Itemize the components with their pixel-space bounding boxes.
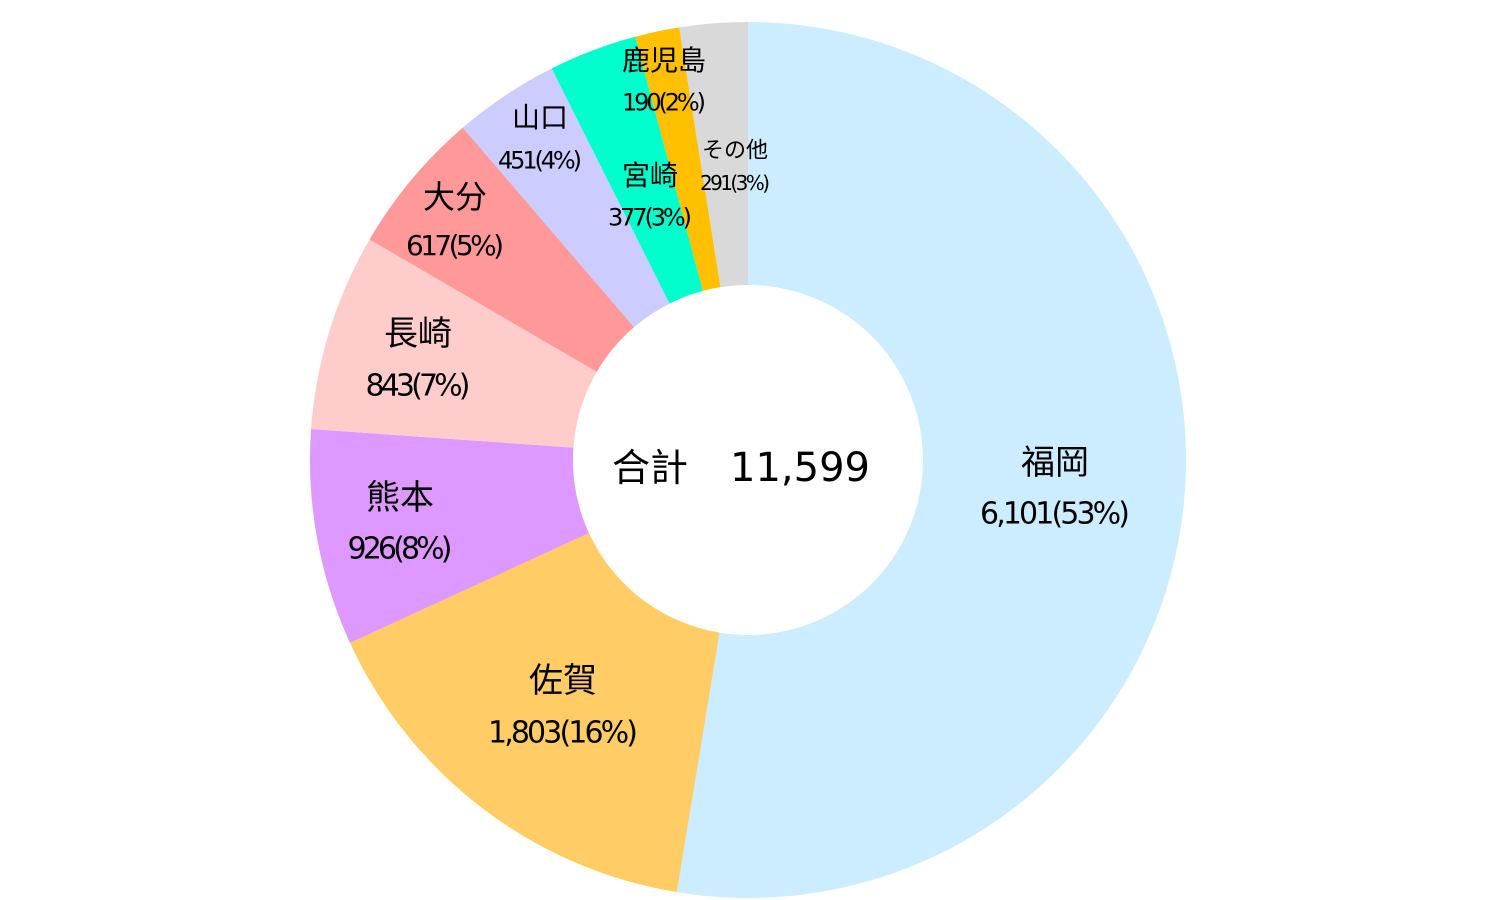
slice-1 [350, 533, 720, 893]
slice-value-label: 843(7%) [366, 369, 471, 404]
slice-name-label: 山口 [512, 101, 568, 134]
slice-0 [676, 22, 1186, 898]
slice-2 [309, 429, 589, 643]
slice-3 [311, 239, 597, 448]
slice-name-label: 福岡 [1021, 443, 1089, 483]
slice-name-label: 大分 [423, 178, 487, 216]
slice-value-label: 617(5%) [406, 229, 504, 262]
slice-6 [551, 36, 703, 304]
slice-7 [635, 27, 721, 291]
slice-name-label: 宮崎 [622, 159, 678, 192]
slice-5 [462, 68, 670, 328]
center-total-label: 合計 [612, 446, 688, 490]
slice-value-label: 451(4%) [498, 146, 582, 174]
slice-name-label: 熊本 [366, 478, 434, 518]
slice-value-label: 377(3%) [608, 203, 692, 231]
slice-name-label: 佐賀 [529, 661, 597, 701]
center-total-value: 11,599 [730, 445, 870, 491]
slice-4 [369, 127, 635, 372]
slice-value-label: 1,803(16%) [488, 716, 638, 751]
slice-name-label: 長崎 [384, 314, 452, 354]
slice-labels: 福岡 6,101(53%) 佐賀 1,803(16%) 熊本 926(8%) 長崎 843(7… [348, 44, 1131, 751]
slice-value-label: 6,101(53%) [980, 497, 1130, 532]
slice-name-label: 鹿児島 [622, 44, 706, 77]
slice-name-label: その他 [702, 139, 768, 164]
slices [309, 22, 1186, 898]
slice-value-label: 190(2%) [622, 88, 706, 116]
slice-value-label: 291(3%) [700, 171, 770, 195]
slice-value-label: 926(8%) [348, 532, 453, 567]
slice-8 [679, 22, 748, 288]
